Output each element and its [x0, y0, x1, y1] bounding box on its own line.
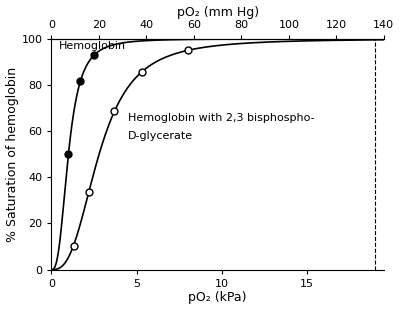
Text: D-glycerate: D-glycerate: [128, 131, 193, 141]
X-axis label: pO₂ (mm Hg): pO₂ (mm Hg): [176, 6, 259, 19]
Y-axis label: % Saturation of hemoglobin: % Saturation of hemoglobin: [6, 67, 18, 242]
Text: Hemoglobin: Hemoglobin: [59, 41, 126, 51]
Text: Hemoglobin with 2,3 bisphospho-: Hemoglobin with 2,3 bisphospho-: [128, 113, 315, 123]
X-axis label: pO₂ (kPa): pO₂ (kPa): [188, 291, 247, 304]
